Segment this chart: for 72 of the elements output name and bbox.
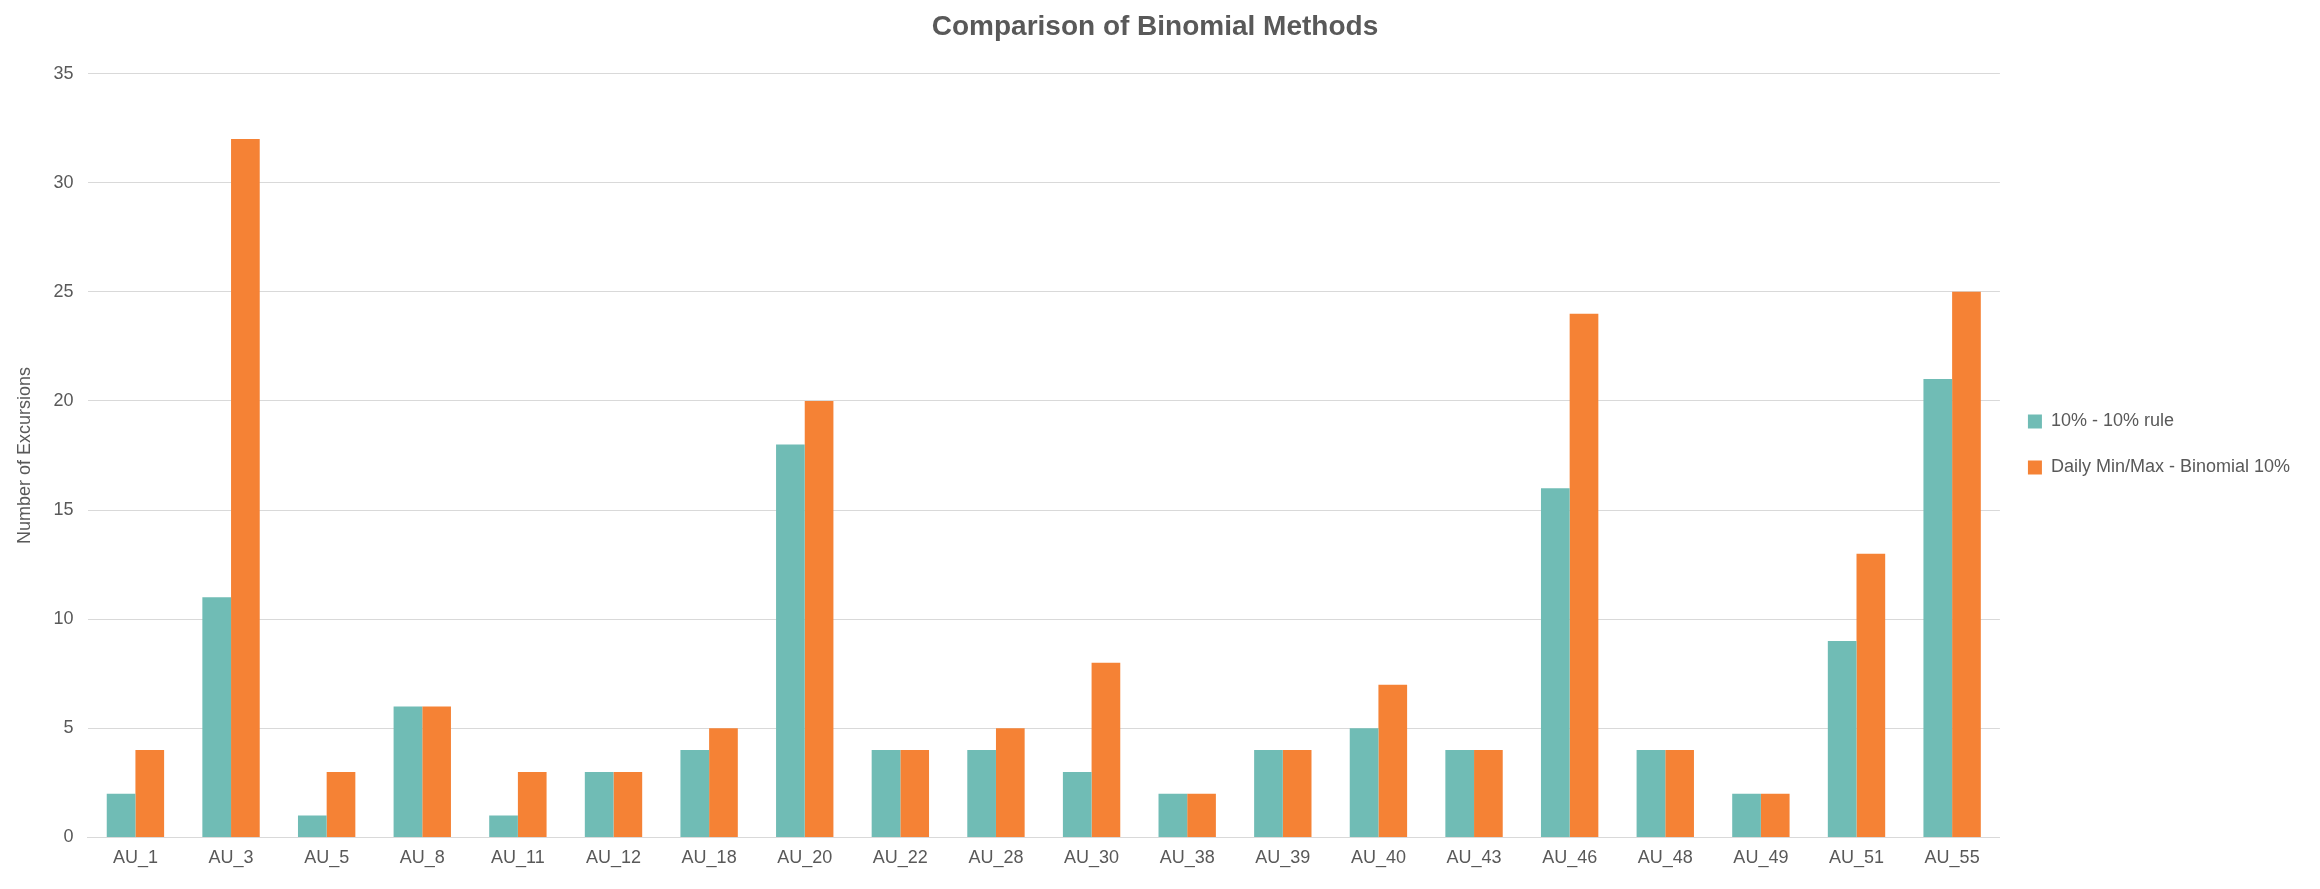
bar xyxy=(106,793,136,837)
x-tick-label: AU_1 xyxy=(112,847,158,869)
x-tick-label: AU_5 xyxy=(304,847,350,869)
x-tick-label: AU_43 xyxy=(1446,847,1502,869)
x-tick-label: AU_55 xyxy=(1924,847,1980,869)
bar xyxy=(1282,750,1312,837)
x-tick-label: AU_51 xyxy=(1828,847,1885,869)
bar xyxy=(326,771,356,837)
bar xyxy=(1540,488,1570,837)
x-tick-label: AU_11 xyxy=(491,847,545,869)
y-tick-label: 30 xyxy=(53,171,74,192)
y-tick-label: 0 xyxy=(63,826,74,847)
y-tick-label: 5 xyxy=(63,717,74,738)
bar xyxy=(1187,793,1216,837)
y-tick-label: 35 xyxy=(53,62,74,83)
x-tick-label: AU_30 xyxy=(1064,847,1120,869)
chart-title: Comparison of Binomial Methods xyxy=(931,9,1379,41)
bar xyxy=(900,750,930,837)
bar xyxy=(202,597,232,837)
bar xyxy=(1732,793,1761,837)
x-tick-label: AU_8 xyxy=(399,847,445,869)
bar xyxy=(1062,771,1092,837)
bar xyxy=(709,728,738,837)
y-tick-label: 10 xyxy=(53,608,74,629)
bar xyxy=(967,750,996,837)
bar xyxy=(422,706,451,837)
bar xyxy=(297,815,327,837)
y-tick-label: 15 xyxy=(53,499,74,520)
x-tick-label: AU_20 xyxy=(777,847,833,869)
y-tick-label: 25 xyxy=(53,280,74,301)
bar xyxy=(680,750,710,837)
bar xyxy=(1158,793,1188,837)
bar xyxy=(1569,313,1599,837)
x-tick-label: AU_48 xyxy=(1637,847,1693,869)
bar xyxy=(1856,553,1886,837)
x-tick-label: AU_46 xyxy=(1542,847,1598,869)
bar xyxy=(1445,750,1475,837)
bar xyxy=(1760,793,1790,837)
legend-label: Daily Min/Max - Binomial 10% xyxy=(2050,456,2291,477)
x-tick-label: AU_40 xyxy=(1350,847,1406,869)
bar xyxy=(804,400,834,837)
bar xyxy=(776,444,805,837)
x-tick-label: AU_12 xyxy=(585,847,642,869)
bar xyxy=(995,728,1025,837)
x-tick-label: AU_39 xyxy=(1255,847,1311,869)
bar xyxy=(1636,750,1666,837)
bar xyxy=(1665,750,1694,837)
bar xyxy=(1474,750,1503,837)
x-tick-label: AU_49 xyxy=(1733,847,1789,869)
bar xyxy=(613,771,643,837)
legend-label: 10% - 10% rule xyxy=(2050,410,2175,431)
x-tick-label: AU_18 xyxy=(681,847,737,869)
bar xyxy=(584,771,614,837)
x-tick-label: AU_38 xyxy=(1159,847,1215,869)
y-tick-label: 20 xyxy=(53,389,74,410)
bar xyxy=(871,750,901,837)
x-tick-label: AU_28 xyxy=(968,847,1024,869)
bar xyxy=(231,139,260,837)
x-tick-label: AU_22 xyxy=(872,847,928,869)
bar xyxy=(489,815,518,837)
bar xyxy=(393,706,423,837)
bar xyxy=(1952,291,1981,837)
bar xyxy=(517,771,547,837)
y-axis-title: Number of Excursions xyxy=(13,366,34,545)
bar xyxy=(1378,684,1408,837)
bar xyxy=(1827,640,1857,837)
x-tick-label: AU_3 xyxy=(208,847,254,869)
bar xyxy=(1923,379,1953,837)
bar xyxy=(1349,728,1379,837)
bar xyxy=(1254,750,1283,837)
bar xyxy=(135,750,165,837)
bar xyxy=(1091,662,1121,837)
